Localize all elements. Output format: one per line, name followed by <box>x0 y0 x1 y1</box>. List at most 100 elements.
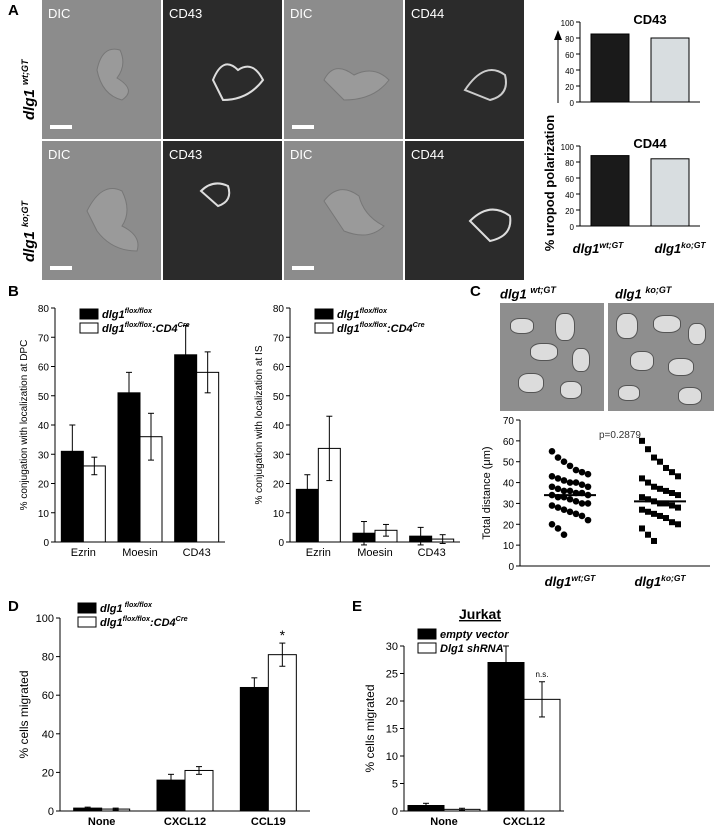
chart-title: CD43 <box>633 12 666 27</box>
data-point-wt <box>584 500 592 507</box>
legend-label: empty vector <box>440 629 509 641</box>
y-tick-label: 60 <box>503 437 515 448</box>
cell-shape <box>323 189 385 236</box>
data-point-ko <box>657 458 663 465</box>
chart-b-is: 0 10 20 30 40 50 60 70 80 % conjugation with loca… <box>254 304 460 559</box>
data-point-wt <box>572 510 580 518</box>
bar <box>650 158 690 227</box>
y-tick-label: 100 <box>561 143 575 152</box>
legend-swatch <box>79 322 99 334</box>
legend-swatch <box>417 628 437 640</box>
bar <box>82 465 106 543</box>
data-point-ko <box>663 487 669 494</box>
micrograph-dic-ko-2: DIC <box>284 141 403 280</box>
y-tick-label: 40 <box>42 729 54 741</box>
bar <box>239 686 269 812</box>
y-tick-label: 80 <box>565 35 574 44</box>
scale-bar <box>292 266 314 270</box>
data-point-ko <box>651 454 657 461</box>
chart-e-jurkat-migration: Jurkat 0 5 10 15 20 25 30 % cells migrated None CX… <box>363 606 564 828</box>
scale-bar <box>50 266 72 270</box>
data-point-wt <box>578 468 586 476</box>
panel-label-a: A <box>8 2 19 19</box>
data-point-wt <box>566 462 574 470</box>
y-tick-label: 0 <box>570 99 575 108</box>
data-point-ko <box>651 483 657 490</box>
legend-swatch <box>417 642 437 654</box>
micrograph-cd43-wt: CD43 <box>163 0 282 139</box>
y-tick-label: 0 <box>278 538 284 549</box>
data-point-wt <box>560 531 568 539</box>
y-tick-label: 40 <box>273 421 285 432</box>
data-point-ko <box>651 537 657 544</box>
data-point-ko <box>675 521 681 528</box>
data-point-wt <box>566 495 574 503</box>
data-point-ko <box>669 490 675 496</box>
c-photo-label-wt: dlg1 wt;GT <box>500 285 556 302</box>
micrograph-dic-wt-2: DIC <box>284 0 403 139</box>
y-tick-label: 80 <box>42 652 54 664</box>
data-point-wt <box>584 516 592 524</box>
data-point-wt <box>560 477 568 484</box>
c-photo-label-ko: dlg1 ko;GT <box>615 285 672 302</box>
y-tick-label: 20 <box>503 520 515 531</box>
y-tick-label: 20 <box>565 83 574 92</box>
y-tick-label: 80 <box>565 159 574 168</box>
row-label-wt: dlg1 wt;GT <box>20 59 38 120</box>
y-tick-label: 50 <box>38 392 50 403</box>
y-tick-label: 10 <box>273 509 285 520</box>
bar <box>590 155 630 227</box>
legend-swatch <box>77 616 97 628</box>
y-tick-label: 0 <box>570 223 575 232</box>
data-point-wt <box>572 498 580 505</box>
data-point-ko <box>663 464 669 471</box>
micrograph-cd43-ko: CD43 <box>163 141 282 280</box>
y-tick-label: 0 <box>48 806 54 818</box>
bar <box>184 769 214 812</box>
data-point-ko <box>639 437 645 444</box>
y-tick-label: 30 <box>503 499 515 510</box>
y-tick-label: 20 <box>38 480 50 491</box>
data-point-ko <box>645 496 651 503</box>
x-label-ko: dlg1ko;GT <box>654 240 706 256</box>
data-point-wt <box>554 525 562 532</box>
chart-b-dpc: 0 10 20 30 40 50 60 70 80 % conjugation with loca… <box>19 304 225 559</box>
data-point-wt <box>566 487 574 495</box>
data-point-wt <box>548 447 556 455</box>
data-point-ko <box>645 508 651 515</box>
y-tick-label: 80 <box>38 304 50 315</box>
data-point-ko <box>645 531 651 538</box>
bar <box>523 698 561 812</box>
legend-label: dlg1flox/flox <box>102 307 153 321</box>
c-photo-ko <box>608 303 714 411</box>
y-tick-label: 100 <box>36 613 54 625</box>
x-label-wt: dlg1wt;GT <box>545 573 596 589</box>
bar <box>650 37 690 103</box>
y-tick-label: 50 <box>273 392 285 403</box>
data-point-ko <box>669 519 675 526</box>
legend-swatch <box>314 308 334 320</box>
data-point-ko <box>639 525 645 532</box>
fluorescence-signal <box>211 63 265 102</box>
bar <box>590 33 630 103</box>
category-label: CXCL12 <box>164 816 206 828</box>
category-label: Ezrin <box>71 547 96 559</box>
data-point-wt <box>554 475 562 482</box>
y-axis-label: Total distance (μm) <box>481 446 493 539</box>
y-tick-label: 60 <box>273 363 285 374</box>
y-tick-label: 30 <box>386 641 398 653</box>
y-tick-label: 40 <box>565 191 574 200</box>
data-point-wt <box>566 508 574 516</box>
category-label: None <box>88 816 116 828</box>
y-axis-label: % conjugation with localization at DPC <box>19 340 30 511</box>
p-value-annotation: p=0.2879 <box>599 430 641 441</box>
micrograph-cd44-wt: CD44 <box>405 0 524 139</box>
data-point-ko <box>657 512 663 519</box>
y-tick-label: 60 <box>38 363 50 374</box>
data-point-wt <box>572 479 580 486</box>
data-point-ko <box>639 494 645 501</box>
category-label: CXCL12 <box>503 816 545 828</box>
y-axis-label: % conjugation with localization at IS <box>254 345 265 504</box>
data-point-wt <box>578 500 586 507</box>
panel-label-c: C <box>470 283 481 300</box>
